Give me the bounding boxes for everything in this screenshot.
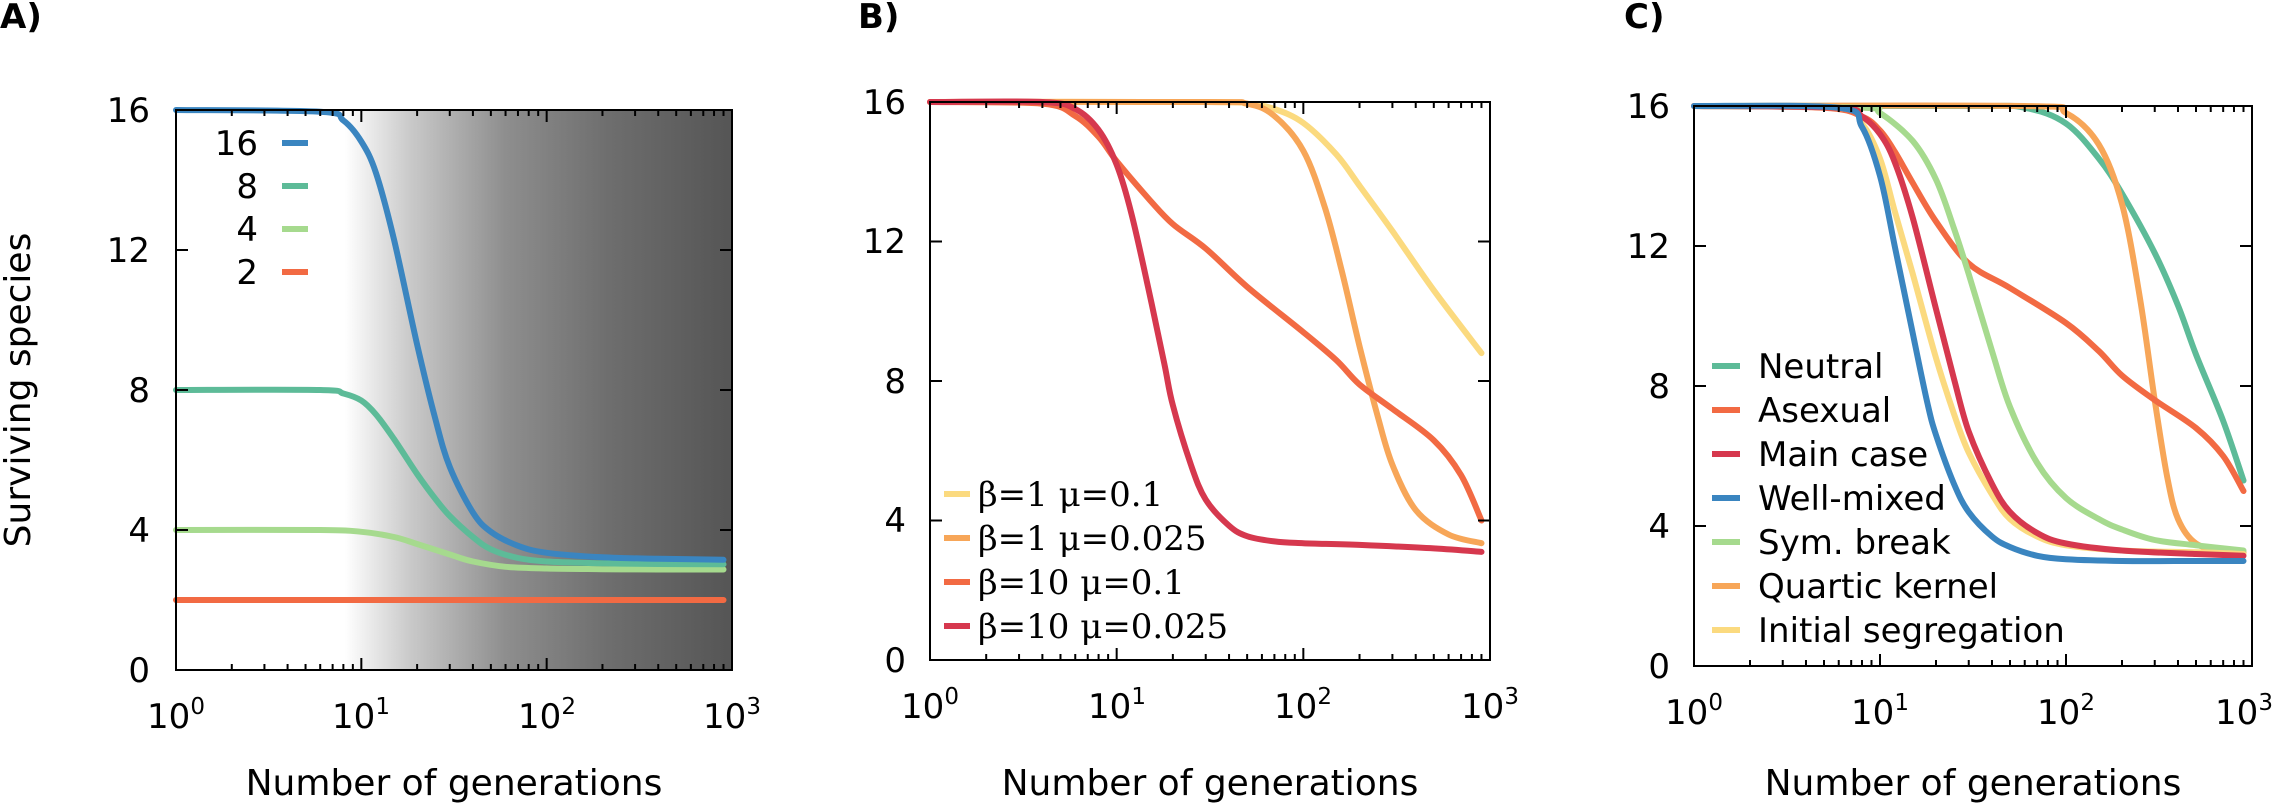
panel-b: B) 0 4 8 12 16 100 101 102 103 Number of… xyxy=(858,0,1519,804)
panel-b-xtick-100: 102 xyxy=(1274,684,1332,727)
panel-b-legend-label-1: β=1 μ=0.1 xyxy=(978,475,1163,515)
panel-a-background-gradient xyxy=(320,110,732,670)
panel-b-legend-label-3: β=10 μ=0.1 xyxy=(978,563,1185,603)
panel-a-legend-label-16: 16 xyxy=(215,124,258,164)
panel-a-ytick-12: 12 xyxy=(107,231,150,271)
panel-c-series-main-case xyxy=(1691,103,2247,559)
panel-c-legend-label-well-mixed: Well-mixed xyxy=(1758,479,1946,519)
panel-c-ytick-16: 16 xyxy=(1627,87,1670,127)
panel-b-xtick-1: 100 xyxy=(901,684,959,727)
panel-a-series-4 xyxy=(173,526,727,573)
panel-b-xtick-10: 101 xyxy=(1088,684,1146,727)
panel-c-ytick-8: 8 xyxy=(1648,367,1670,407)
panel-a-series-8 xyxy=(173,386,727,568)
panel-a-ticks xyxy=(175,109,733,671)
panel-c-ticks xyxy=(1693,105,2253,667)
panel-c-legend-label-asexual: Asexual xyxy=(1758,391,1891,431)
panel-a-ytick-0: 0 xyxy=(128,651,150,691)
panel-a-legend: 16 8 4 2 xyxy=(215,124,308,293)
panel-c-ytick-4: 4 xyxy=(1648,507,1670,547)
panel-c-xtick-100: 102 xyxy=(2037,690,2095,733)
panel-c: C) 0 4 8 12 16 100 101 102 103 Number of… xyxy=(1624,0,2273,804)
panel-b-series-10-0-025 xyxy=(927,98,1485,555)
panel-c-legend-label-sym-break: Sym. break xyxy=(1758,523,1951,563)
panel-b-ytick-12: 12 xyxy=(863,222,906,262)
panel-b-ytick-16: 16 xyxy=(863,83,906,123)
panel-a-legend-label-4: 4 xyxy=(236,210,258,250)
panel-a: A) 0 4 8 12 16 100 101 102 103 Number of… xyxy=(0,0,761,804)
panel-b-xlabel: Number of generations xyxy=(1002,763,1419,804)
panel-b-ytick-8: 8 xyxy=(884,362,906,402)
panel-b-letter: B) xyxy=(858,0,899,37)
panel-b-series-10-0-1 xyxy=(927,99,1485,524)
panel-a-xtick-1000: 103 xyxy=(703,694,761,737)
panel-a-series-16 xyxy=(173,107,727,563)
panel-c-xtick-1: 100 xyxy=(1665,690,1723,733)
panel-a-letter: A) xyxy=(0,0,42,37)
panel-a-xtick-10: 101 xyxy=(332,694,390,737)
panel-a-ytick-4: 4 xyxy=(128,511,150,551)
panel-a-ytick-16: 16 xyxy=(107,91,150,131)
panel-a-ytick-8: 8 xyxy=(128,371,150,411)
panel-b-legend: β=1 μ=0.1 β=1 μ=0.025 β=10 μ=0.1 β=10 μ=… xyxy=(944,475,1228,647)
panel-a-legend-label-8: 8 xyxy=(236,167,258,207)
panel-c-legend-label-main-case: Main case xyxy=(1758,435,1928,475)
panel-a-plot xyxy=(173,107,727,604)
panel-c-ytick-12: 12 xyxy=(1627,227,1670,267)
panel-a-legend-label-2: 2 xyxy=(236,253,258,293)
panel-a-xlabel: Number of generations xyxy=(246,763,663,804)
panel-b-xtick-1000: 103 xyxy=(1461,684,1519,727)
panel-a-ylabel: Surviving species xyxy=(0,233,39,548)
panel-c-ytick-0: 0 xyxy=(1648,647,1670,687)
panel-b-series-1-0-1 xyxy=(927,98,1485,357)
panel-c-xtick-1000: 103 xyxy=(2215,690,2273,733)
panel-b-ytick-4: 4 xyxy=(884,501,906,541)
panel-c-letter: C) xyxy=(1624,0,1665,37)
panel-c-xlabel: Number of generations xyxy=(1765,763,2182,804)
panel-c-xtick-10: 101 xyxy=(1851,690,1909,733)
panel-c-legend-label-initial-segregation: Initial segregation xyxy=(1758,611,2065,651)
panel-a-xtick-1: 100 xyxy=(147,694,205,737)
panel-c-series-well-mixed xyxy=(1691,102,2247,565)
panel-b-ytick-0: 0 xyxy=(884,641,906,681)
panel-c-legend: Neutral Asexual Main case Well-mixed Sym… xyxy=(1712,347,2065,651)
panel-b-ticks xyxy=(929,101,1491,661)
panel-c-legend-label-neutral: Neutral xyxy=(1758,347,1884,387)
panel-c-legend-label-quartic: Quartic kernel xyxy=(1758,567,1998,607)
panel-a-xtick-100: 102 xyxy=(518,694,576,737)
panel-b-legend-label-2: β=1 μ=0.025 xyxy=(978,519,1207,559)
panel-b-legend-label-4: β=10 μ=0.025 xyxy=(978,607,1228,647)
